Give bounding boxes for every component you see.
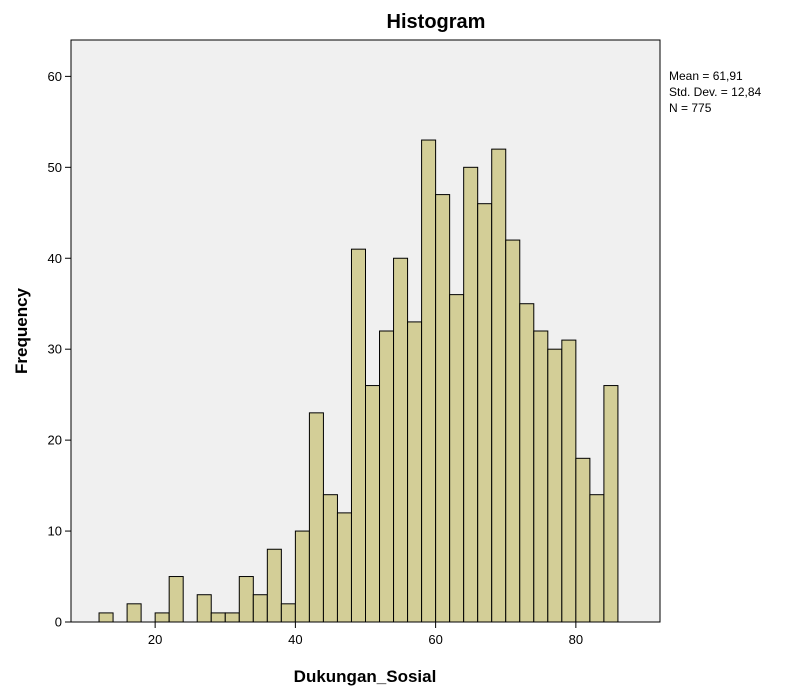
stats-box: Mean = 61,91 Std. Dev. = 12,84 N = 775 — [669, 69, 761, 115]
y-tick-label: 60 — [48, 69, 62, 84]
histogram-bar — [294, 530, 310, 623]
x-axis: 20 40 60 80 — [148, 622, 583, 647]
histogram-bar — [126, 603, 142, 623]
histogram-bar — [350, 248, 367, 623]
histogram-bar — [393, 257, 409, 623]
histogram-bar — [491, 148, 507, 623]
histogram-bar — [365, 385, 381, 623]
histogram-bar — [308, 412, 324, 623]
histogram-bar — [379, 330, 395, 623]
histogram-bar — [477, 203, 493, 623]
histogram-bar — [210, 612, 226, 623]
histogram-bar — [519, 303, 535, 623]
histogram-bar — [603, 385, 619, 623]
histogram-bar — [154, 612, 170, 623]
bars-group — [98, 139, 619, 623]
y-tick-label: 40 — [48, 251, 62, 266]
histogram-bar — [589, 494, 605, 623]
histogram-bar — [533, 330, 549, 623]
histogram-bar — [547, 348, 563, 623]
histogram-bar — [449, 294, 465, 623]
x-axis-label: Dukungan_Sosial — [294, 667, 437, 686]
stat-n: N = 775 — [669, 101, 712, 115]
histogram-bar — [336, 512, 352, 623]
y-axis: 0 10 20 30 40 50 60 — [48, 69, 71, 630]
y-tick-label: 50 — [48, 160, 62, 175]
x-tick-label: 40 — [288, 632, 302, 647]
histogram-bar — [322, 494, 338, 623]
y-tick-label: 0 — [55, 615, 62, 630]
histogram-bar — [463, 166, 479, 623]
histogram-bar — [421, 139, 437, 623]
histogram-bar — [266, 548, 282, 623]
histogram-bar — [575, 457, 591, 623]
histogram-bar — [407, 321, 423, 623]
chart-title: Histogram — [387, 11, 486, 33]
stat-mean: Mean = 61,91 — [669, 69, 743, 83]
y-tick-label: 30 — [48, 342, 62, 357]
y-tick-label: 20 — [48, 433, 62, 448]
histogram-bar — [238, 576, 254, 623]
x-tick-label: 20 — [148, 632, 162, 647]
histogram-bar — [98, 612, 114, 623]
x-tick-label: 60 — [428, 632, 442, 647]
histogram-bar — [224, 612, 240, 623]
y-axis-label: Frequency — [12, 287, 31, 374]
histogram-bar — [561, 339, 577, 623]
histogram-bar — [168, 576, 184, 623]
stat-std-dev: Std. Dev. = 12,84 — [669, 85, 761, 99]
histogram-bar — [435, 194, 451, 623]
x-tick-label: 80 — [569, 632, 583, 647]
histogram-bar — [280, 603, 296, 623]
histogram-bar — [196, 594, 212, 623]
histogram-bar — [252, 594, 268, 623]
y-tick-label: 10 — [48, 524, 62, 539]
histogram-bar — [505, 239, 521, 623]
